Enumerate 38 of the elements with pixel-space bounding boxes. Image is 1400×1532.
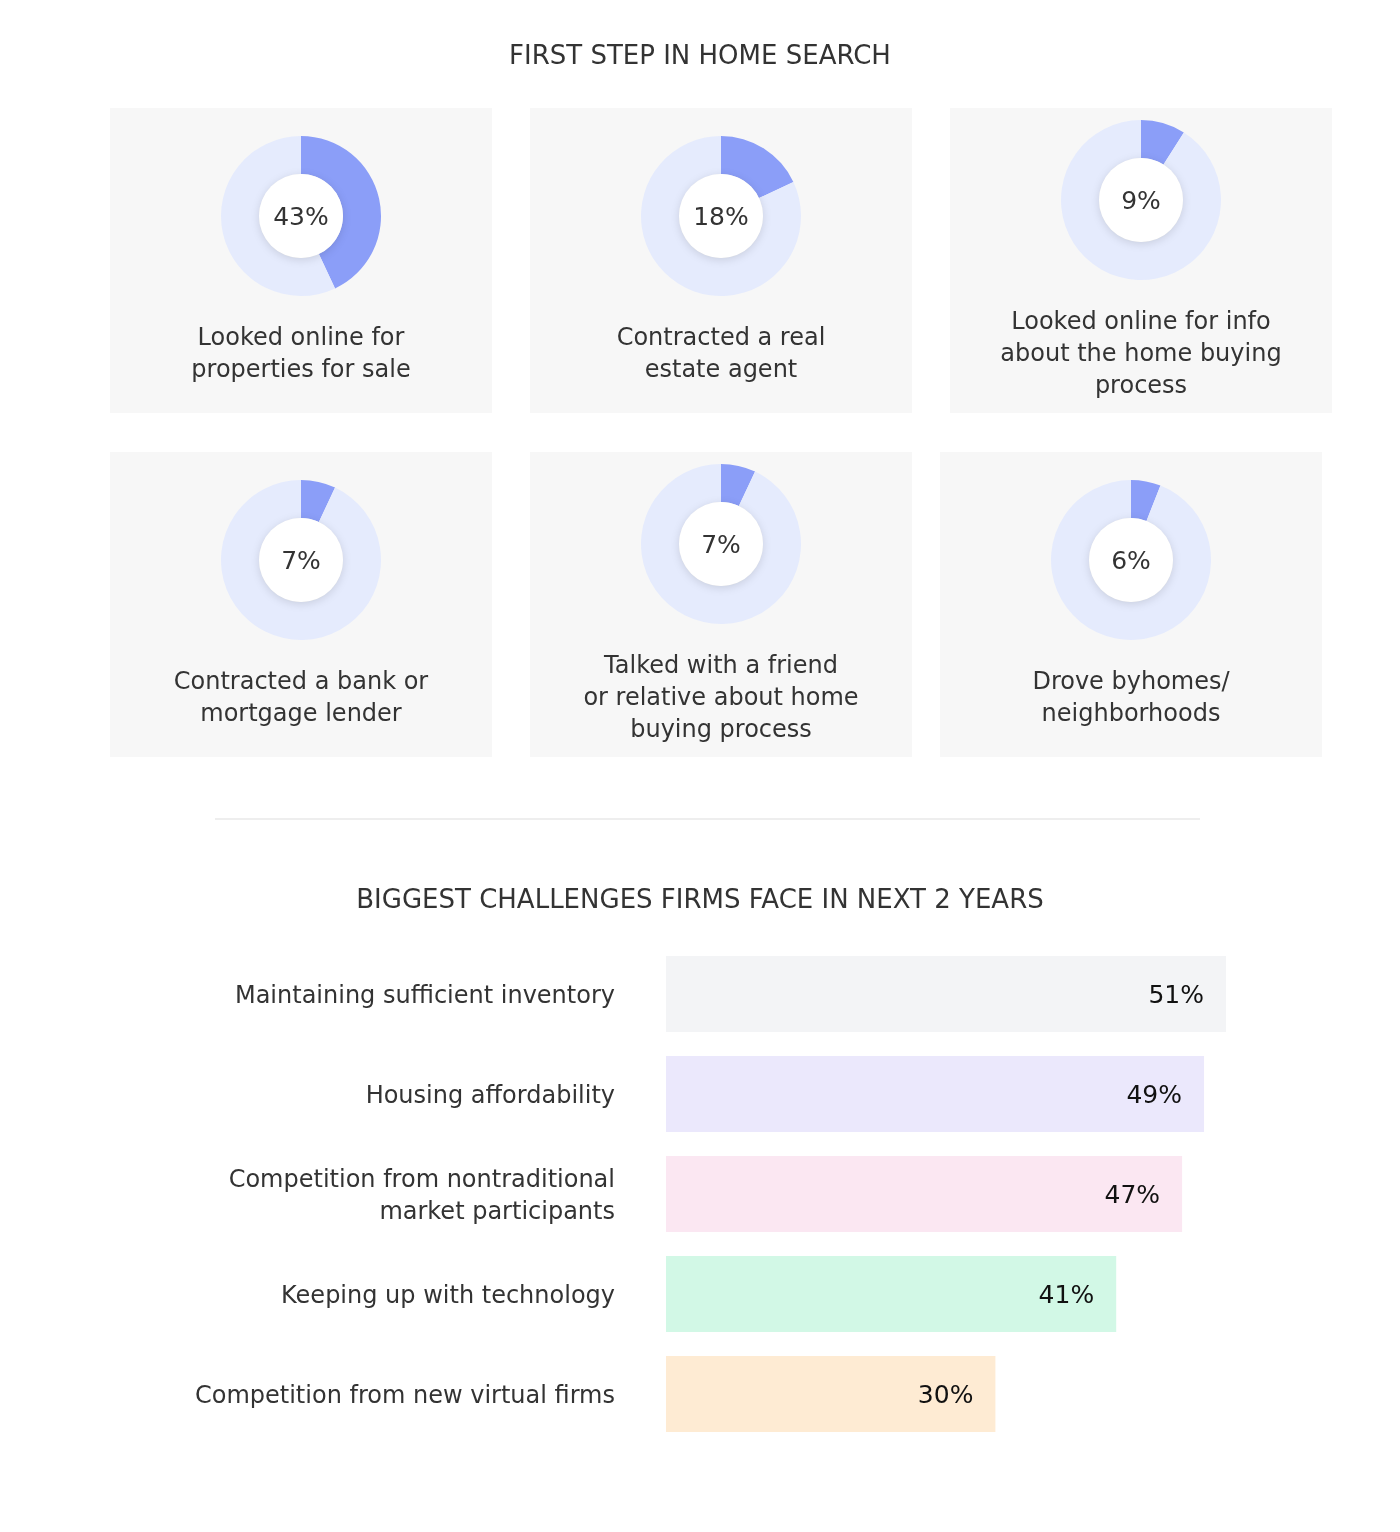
text: FIRST STEP IN HOME SEARCH <box>509 40 891 70</box>
y-tick-label: Competition from nontraditional market participants <box>228 1165 615 1225</box>
text: 6% <box>1111 546 1151 575</box>
text: Looked online for properties for sale <box>191 323 411 383</box>
bar <box>666 1156 1183 1232</box>
donut-slice <box>721 136 794 199</box>
data-label: 49% <box>1126 1080 1183 1109</box>
data-label: 30% <box>917 1380 974 1409</box>
donut-slice <box>641 464 801 624</box>
text: 7% <box>701 530 741 559</box>
donut-slice <box>221 136 336 296</box>
donut-slice <box>1131 480 1161 521</box>
y-tick-label: Competition from new virtual firms <box>194 1381 615 1409</box>
text: Contracted a real estate agent <box>616 323 826 383</box>
donut-slice <box>641 136 801 296</box>
bar <box>666 1356 996 1432</box>
data-label: 51% <box>1148 980 1204 1009</box>
donut-slice <box>1141 120 1184 165</box>
y-tick-label: Housing affordability <box>365 1081 615 1109</box>
text: 9% <box>1121 186 1161 215</box>
donut-slice <box>721 464 756 506</box>
donut-slice <box>221 480 381 640</box>
donut-slice <box>301 480 336 522</box>
data-label: 47% <box>1104 1180 1161 1209</box>
y-tick-label: Keeping up with technology <box>281 1281 615 1309</box>
donut-slice <box>1051 480 1211 640</box>
text: 7% <box>281 546 321 575</box>
text: Talked with a friend or relative about home buying process <box>583 651 859 743</box>
chart-title: BIGGEST CHALLENGES FIRMS FACE IN NEXT 2 YEARS <box>356 884 1044 914</box>
text: Drove byhomes/ neighborhoods <box>1032 667 1231 727</box>
data-label: 41% <box>1038 1280 1095 1309</box>
y-tick-label: Maintaining sufficient inventory <box>234 981 615 1009</box>
text: Contracted a bank or mortgage lender <box>173 667 429 727</box>
donut-slice <box>1061 120 1221 280</box>
text: 18% <box>693 202 749 231</box>
text: 43% <box>273 202 329 231</box>
text: Looked online for info about the home buying process <box>1000 307 1282 399</box>
bar <box>666 1256 1117 1332</box>
